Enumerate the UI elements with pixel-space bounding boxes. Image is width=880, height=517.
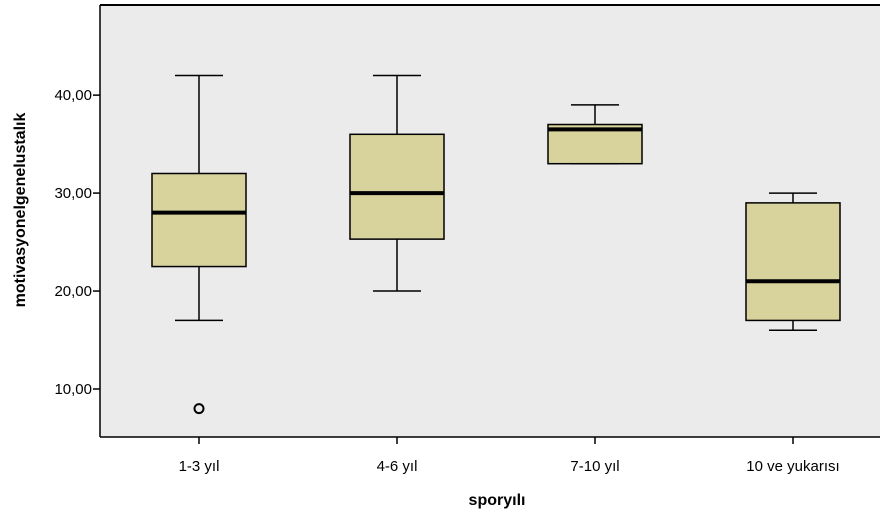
y-tick-label: 10,00 [54,381,92,398]
y-axis-ticks: 10,00 20,00 30,00 40,00 [54,87,100,398]
x-axis-title: sporyılı [469,492,526,509]
box-group [151,74,247,415]
x-tick-label: 1-3 yıl [179,458,220,475]
y-tick-label: 20,00 [54,283,92,300]
outlier-point [193,403,205,415]
x-tick-label: 10 ve yukarısı [746,458,839,475]
x-axis-ticks: 1-3 yıl 4-6 yıl 7-10 yıl 10 ve yukarısı [179,437,840,475]
box-group [745,192,841,331]
box-group [547,104,643,165]
box-group [349,74,445,292]
iqr-box [745,202,841,322]
iqr-box [349,133,445,240]
x-tick-label: 7-10 yıl [570,458,619,475]
boxes [151,74,841,415]
iqr-box [151,172,247,268]
y-tick-label: 30,00 [54,185,92,202]
y-tick-label: 40,00 [54,87,92,104]
y-axis-title: motivasyonelgenelustalık [12,113,29,308]
x-tick-label: 4-6 yıl [377,458,418,475]
